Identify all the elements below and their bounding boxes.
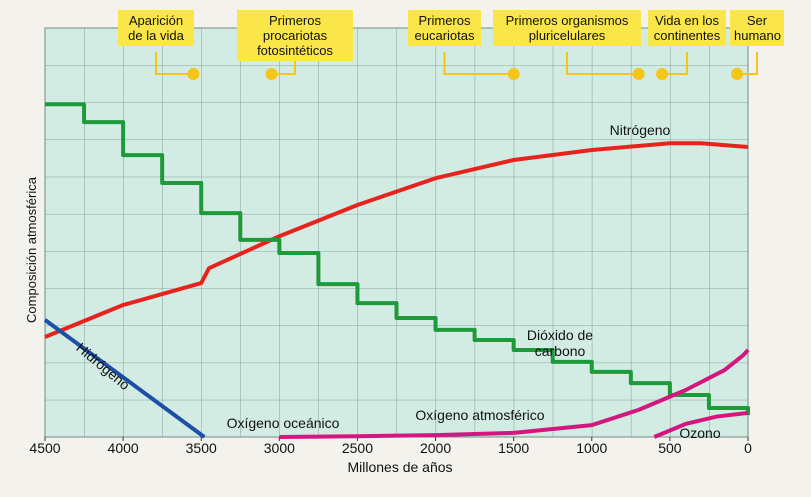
series-label: Dióxido de carbono <box>527 327 593 359</box>
annotation: Aparición de la vida <box>118 10 194 46</box>
x-tick-label: 1500 <box>498 440 529 456</box>
x-tick-label: 3000 <box>264 440 295 456</box>
x-axis-label: Millones de años <box>347 459 452 475</box>
series-line <box>43 318 206 439</box>
series-label: Oxígeno atmosférico <box>415 407 544 423</box>
annotation: Primeros procariotas fotosintéticos <box>237 10 353 61</box>
x-tick-label: 4500 <box>29 440 60 456</box>
series-line <box>279 430 514 439</box>
annotation-leader <box>662 52 688 75</box>
annotation-dot <box>507 68 520 80</box>
annotation: Primeros eucariotas <box>408 10 481 46</box>
annotation-dot <box>731 68 744 80</box>
x-tick-label: 500 <box>658 440 682 456</box>
x-tick-label: 2500 <box>342 440 373 456</box>
plot-area <box>44 27 749 438</box>
y-axis-label: Composición atmosférica <box>24 176 39 323</box>
annotation-leader <box>443 52 514 75</box>
series-label: Nitrógeno <box>610 122 671 138</box>
series-line <box>513 348 750 435</box>
annotation-dot <box>187 68 200 80</box>
annotation: Primeros organismos pluricelulares <box>493 10 641 46</box>
series-label: Oxígeno oceánico <box>227 415 340 431</box>
series-line <box>45 102 750 416</box>
annotation-dot <box>632 68 645 80</box>
x-tick-label: 1000 <box>576 440 607 456</box>
x-tick-label: 2000 <box>420 440 451 456</box>
annotation-dot <box>656 68 669 80</box>
annotation: Ser humano <box>730 10 784 46</box>
annotation-leader <box>155 52 194 75</box>
x-tick-label: 3500 <box>186 440 217 456</box>
series-line <box>44 141 749 339</box>
annotation-leader <box>566 52 639 75</box>
annotation-dot <box>265 68 278 80</box>
x-tick-label: 4000 <box>108 440 139 456</box>
annotation-leader <box>737 52 758 75</box>
annotation: Vida en los continentes <box>648 10 726 46</box>
series-line <box>653 410 749 439</box>
x-tick-label: 0 <box>744 440 752 456</box>
series-label: Ozono <box>679 425 720 441</box>
